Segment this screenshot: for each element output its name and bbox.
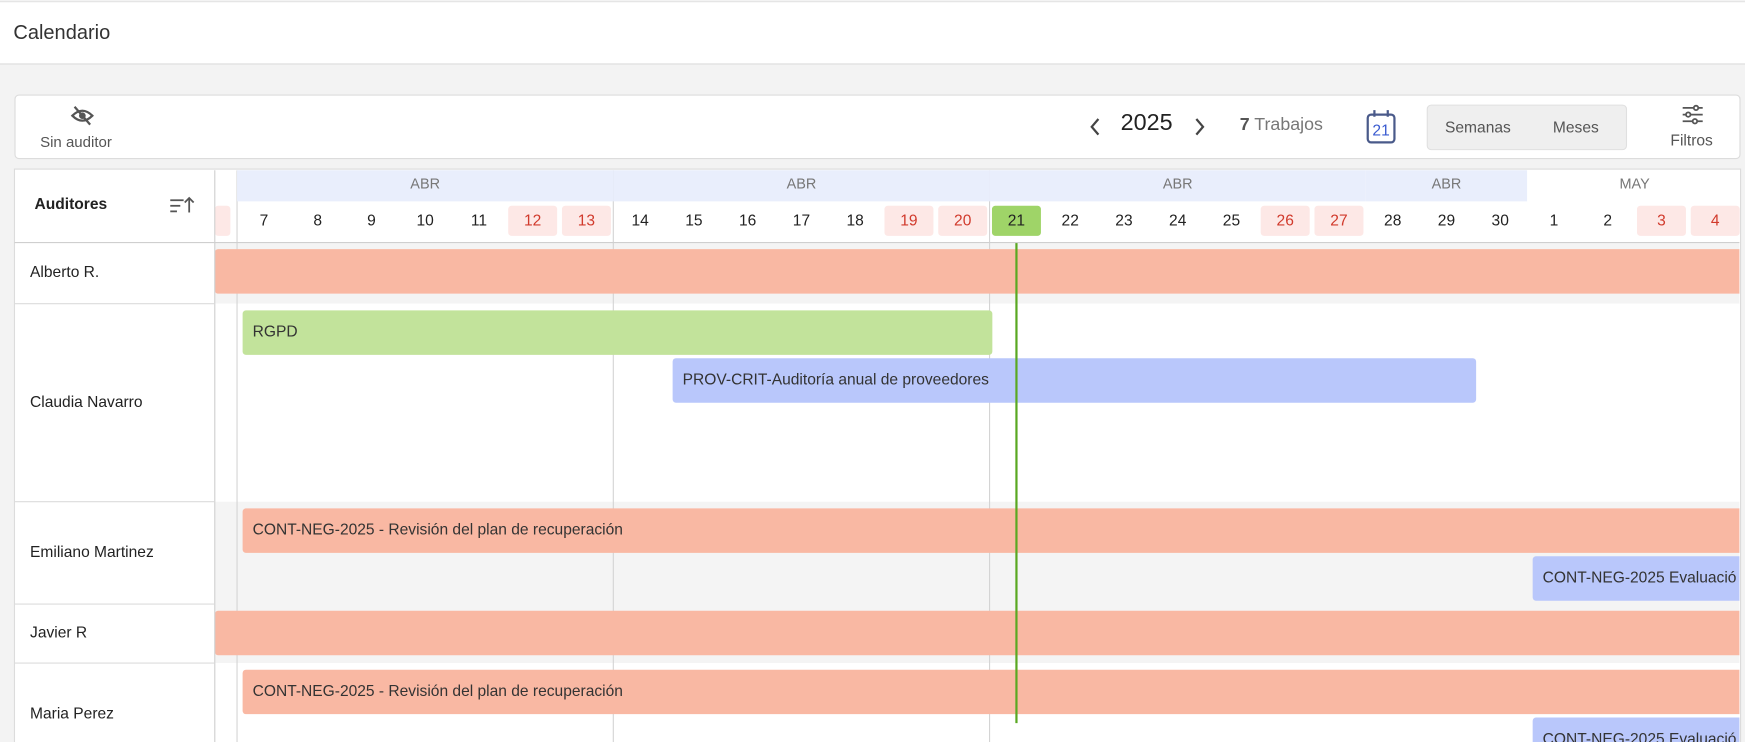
day-label: 24 <box>1169 212 1187 229</box>
day-label: 8 <box>313 212 322 229</box>
task-label: RGPD <box>253 324 298 341</box>
day-label: 26 <box>1277 212 1294 229</box>
task-bar <box>1532 717 1740 742</box>
day-label: 30 <box>1492 212 1510 229</box>
day-label: 21 <box>1008 212 1025 229</box>
weekend-cell <box>1314 205 1364 236</box>
task-bar <box>242 310 993 355</box>
day-label: 9 <box>367 212 376 229</box>
weekend-cell-partial <box>214 205 231 236</box>
day-label: 25 <box>1223 212 1240 229</box>
task-bar <box>672 358 1477 403</box>
weekend-cell <box>1636 205 1686 236</box>
weekend-cell <box>1260 205 1310 236</box>
year: 2025 <box>1120 110 1173 136</box>
day-label: 15 <box>685 212 702 229</box>
day-label: 20 <box>954 212 972 229</box>
auditor-name: Emiliano Martinez <box>30 544 154 561</box>
task-bar <box>214 610 1740 656</box>
month-band <box>989 170 1366 202</box>
job-count: 7 Trabajos <box>1240 116 1323 136</box>
today-button-label: 21 <box>1372 122 1389 139</box>
weekend-cell <box>1690 205 1740 236</box>
month-label: ABR <box>787 176 817 192</box>
toolbar: Sin auditor 2025 7 Trabajos 21 Semanas M… <box>14 94 1741 160</box>
task-bar <box>1532 556 1740 601</box>
month-label: ABR <box>1163 176 1193 192</box>
task-bar <box>242 669 1740 715</box>
weekend-cell <box>508 205 558 236</box>
sort-icon[interactable] <box>170 196 195 213</box>
day-label: 14 <box>632 212 650 229</box>
view-button[interactable]: Semanas <box>1444 117 1511 136</box>
day-label: 18 <box>847 212 864 229</box>
weekend-cell <box>561 205 611 236</box>
day-label: 22 <box>1062 212 1079 229</box>
day-label: 23 <box>1115 212 1132 229</box>
day-label: 17 <box>793 212 810 229</box>
day-label: 7 <box>260 212 269 229</box>
day-label: 28 <box>1384 212 1401 229</box>
day-label: 4 <box>1711 212 1720 229</box>
day-label: 10 <box>417 212 435 229</box>
task-label: PROV-CRIT-Auditoría anual de proveedores <box>683 372 989 389</box>
task-label: CONT-NEG-2025 Evaluació <box>1543 731 1737 742</box>
day-label: 29 <box>1438 212 1455 229</box>
top-bar: Calendario <box>0 1 1745 65</box>
auditor-name: Javier R <box>30 625 87 642</box>
filters-button[interactable]: Filtros <box>1670 131 1713 150</box>
month-label: MAY <box>1619 176 1650 192</box>
job-number: 7 <box>1239 115 1250 135</box>
next-year[interactable] <box>1193 117 1206 137</box>
day-label: 1 <box>1550 212 1559 229</box>
month-label: ABR <box>1432 176 1462 192</box>
day-label: 19 <box>900 212 917 229</box>
view-switch: Semanas Meses <box>1426 104 1628 151</box>
column-header: Auditores <box>34 196 107 213</box>
day-label: 3 <box>1657 212 1666 229</box>
day-label: 2 <box>1603 212 1612 229</box>
hidden-icon[interactable] <box>70 105 94 127</box>
auditor-name: Claudia Navarro <box>30 394 142 411</box>
month-band <box>613 170 990 202</box>
task-label: CONT-NEG-2025 - Revisión del plan de rec… <box>253 683 623 700</box>
task-bar <box>214 249 1740 294</box>
month-label: ABR <box>410 176 440 192</box>
filter-icon[interactable] <box>1682 104 1704 125</box>
today-button[interactable]: 21 <box>1366 109 1397 145</box>
no-auditor-button[interactable]: Sin auditor <box>40 133 112 151</box>
task-bar <box>242 508 1740 553</box>
job-label: Trabajos <box>1254 115 1323 135</box>
task-label: CONT-NEG-2025 - Revisión del plan de rec… <box>253 522 623 539</box>
weekend-cell <box>938 205 988 236</box>
today-cell <box>991 205 1041 236</box>
month-band <box>237 170 614 202</box>
month-band <box>1365 170 1528 202</box>
day-label: 27 <box>1330 212 1347 229</box>
weekend-cell <box>884 205 934 236</box>
day-label: 16 <box>739 212 756 229</box>
day-label: 13 <box>578 212 595 229</box>
auditor-name: Alberto R. <box>30 264 99 281</box>
view-button[interactable]: Meses <box>1552 117 1599 136</box>
day-label: 12 <box>524 212 541 229</box>
task-label: CONT-NEG-2025 Evaluació <box>1543 570 1737 587</box>
day-label: 11 <box>471 212 487 229</box>
page-title: Calendario <box>13 21 111 44</box>
auditor-name: Maria Perez <box>30 705 114 722</box>
prev-year[interactable] <box>1088 117 1101 137</box>
